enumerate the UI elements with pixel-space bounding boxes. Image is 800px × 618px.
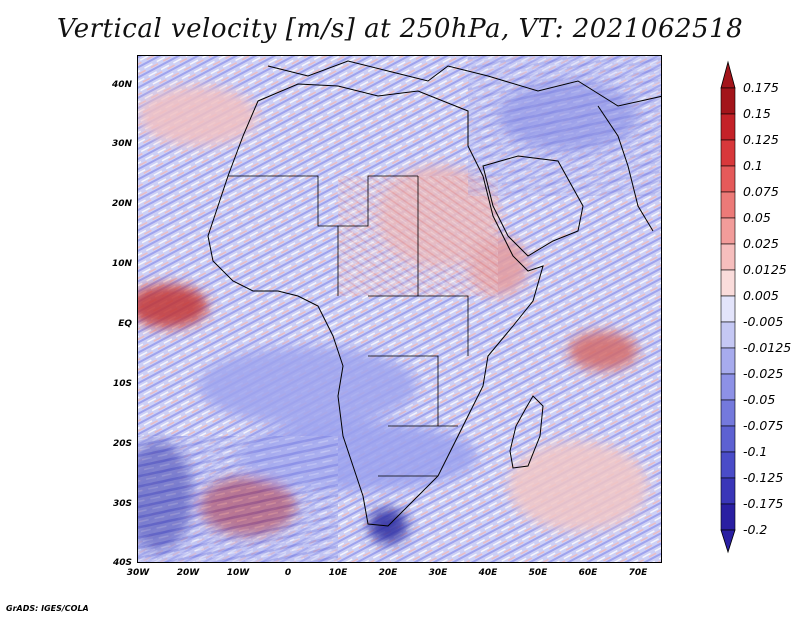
- lat-tick: 40N: [111, 80, 132, 90]
- colorbar-label: -0.05: [743, 392, 776, 407]
- lat-tick: 10S: [112, 379, 132, 389]
- colorbar-swatch: [720, 399, 736, 427]
- colorbar-swatch: [720, 503, 736, 531]
- lon-tick: 20W: [176, 568, 200, 578]
- lat-tick: 30S: [112, 499, 132, 509]
- lat-tick: 30N: [111, 139, 132, 149]
- lon-tick: 10W: [226, 568, 250, 578]
- arabia-coastline: [482, 155, 584, 257]
- colorbar-swatch: [720, 269, 736, 297]
- colorbar-swatch: [720, 113, 736, 141]
- colorbar-label: -0.075: [743, 418, 784, 433]
- colorbar-bottom-arrow: [720, 529, 736, 554]
- lat-tick: 10N: [111, 259, 132, 269]
- colorbar: [720, 60, 736, 554]
- colorbar-label: -0.2: [743, 522, 768, 537]
- lat-tick: 20N: [111, 199, 132, 209]
- colorbar-swatch: [720, 451, 736, 479]
- colorbar-swatch: [720, 243, 736, 271]
- colorbar-label: 0.15: [743, 106, 771, 121]
- lat-tick: EQ: [118, 319, 132, 329]
- colorbar-swatch: [720, 139, 736, 167]
- lon-tick: 50E: [528, 568, 548, 578]
- colorbar-label: -0.175: [743, 496, 784, 511]
- colorbar-label: -0.125: [743, 470, 784, 485]
- colorbar-label: -0.025: [743, 366, 784, 381]
- colorbar-swatch: [720, 87, 736, 115]
- colorbar-swatch: [720, 477, 736, 505]
- lon-tick: 10E: [328, 568, 348, 578]
- colorbar-label: 0.0125: [743, 262, 787, 277]
- lon-tick: 20E: [378, 568, 398, 578]
- colorbar-swatch: [720, 373, 736, 401]
- colorbar-label: 0.005: [743, 288, 779, 303]
- lon-tick: 70E: [628, 568, 648, 578]
- colorbar-label: 0.075: [743, 184, 779, 199]
- colorbar-label: 0.175: [743, 80, 779, 95]
- footer-credit: GrADS: IGES/COLA: [6, 604, 89, 613]
- lon-tick: 40E: [478, 568, 498, 578]
- madagascar-outline: [509, 395, 544, 469]
- lon-tick: 30E: [428, 568, 448, 578]
- lon-tick: 0: [284, 568, 292, 578]
- colorbar-label: 0.025: [743, 236, 779, 251]
- lon-tick: 30W: [126, 568, 150, 578]
- map-panel: [137, 55, 662, 563]
- colorbar-label: 0.05: [743, 210, 771, 225]
- lon-tick: 60E: [578, 568, 598, 578]
- colorbar-swatch: [720, 321, 736, 349]
- colorbar-label: -0.1: [743, 444, 768, 459]
- colorbar-swatch: [720, 165, 736, 193]
- colorbar-label: 0.1: [743, 158, 763, 173]
- vertical-velocity-field: [138, 56, 661, 562]
- colorbar-swatch: [720, 191, 736, 219]
- colorbar-label: -0.005: [743, 314, 784, 329]
- colorbar-label: -0.0125: [743, 340, 792, 355]
- africa-coastline: [207, 83, 544, 527]
- lat-tick: 20S: [112, 439, 132, 449]
- colorbar-swatch: [720, 295, 736, 323]
- colorbar-top-arrow: [720, 60, 736, 89]
- colorbar-swatch: [720, 347, 736, 375]
- colorbar-swatch: [720, 217, 736, 245]
- lat-tick: 40S: [112, 558, 132, 568]
- colorbar-swatch: [720, 425, 736, 453]
- map-title: Vertical velocity [m/s] at 250hPa, VT: 2…: [56, 14, 744, 44]
- colorbar-label: 0.125: [743, 132, 779, 147]
